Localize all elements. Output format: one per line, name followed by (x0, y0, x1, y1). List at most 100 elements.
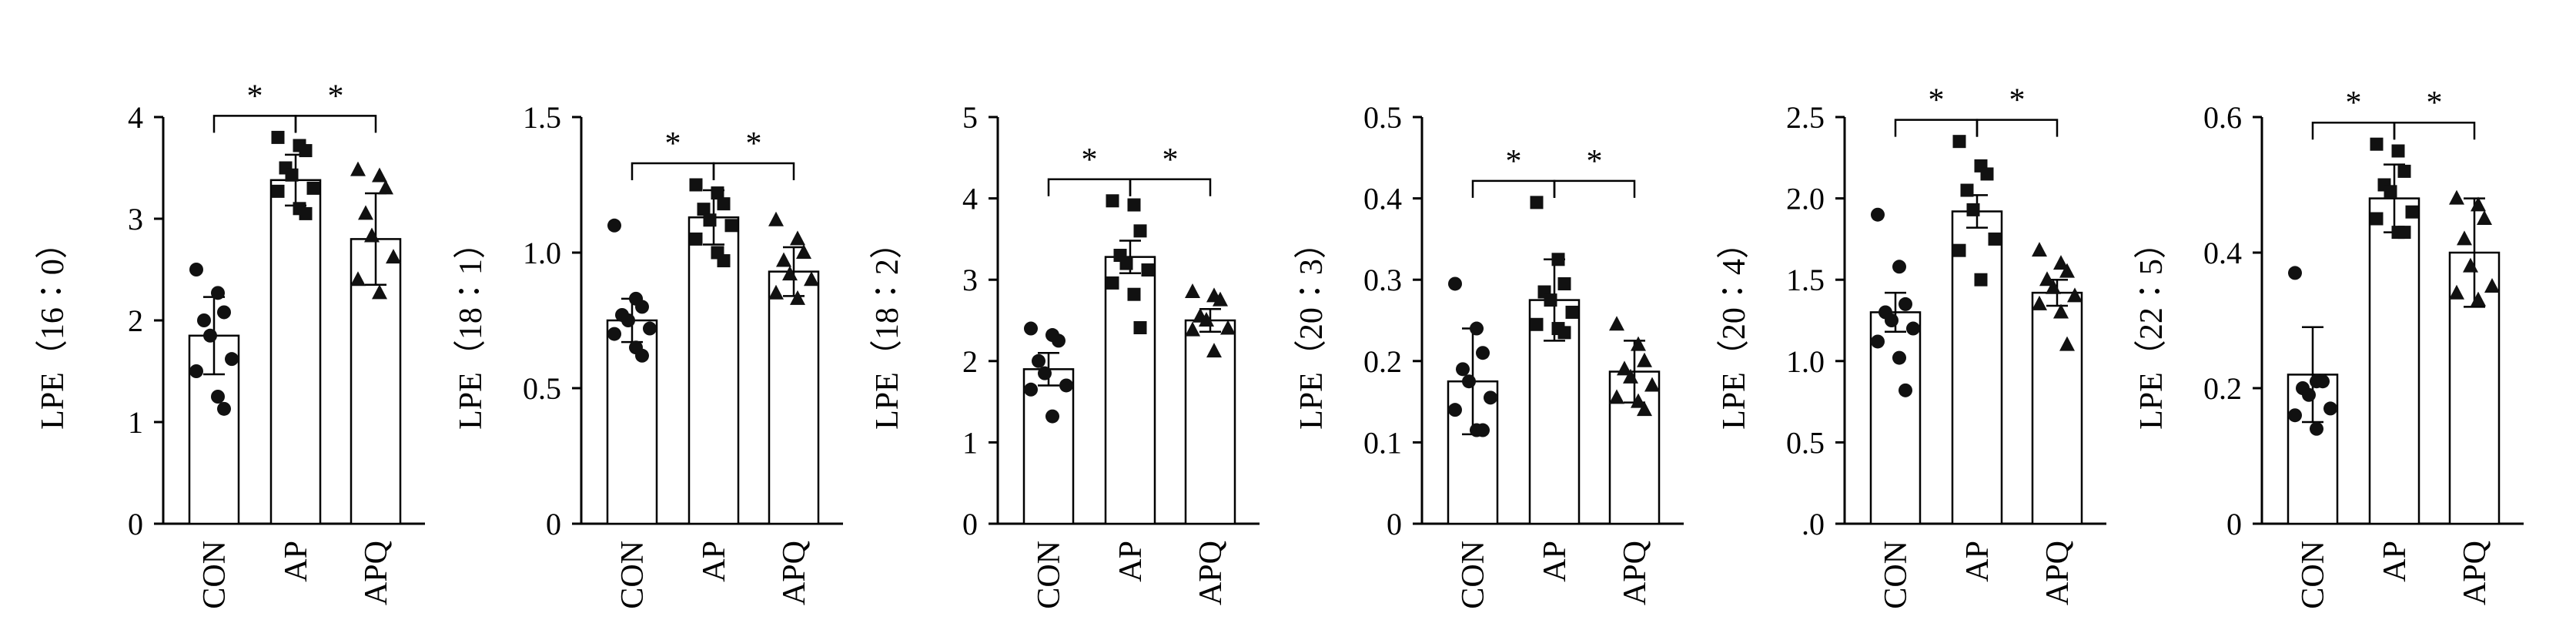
data-point (2370, 137, 2384, 151)
data-point (2477, 210, 2492, 225)
significance-bracket (2311, 121, 2396, 140)
data-point (2397, 226, 2411, 240)
data-point (1637, 401, 1652, 417)
y-tick-label: 1 (962, 425, 978, 460)
data-point (1185, 283, 1200, 299)
data-point (1484, 390, 1497, 405)
data-point (364, 227, 380, 243)
significance-star: * (2346, 85, 2362, 121)
data-point (1106, 194, 1119, 208)
data-point (1462, 374, 1476, 389)
x-category-label: AP (1537, 541, 1573, 582)
y-tick-label: 2 (128, 303, 143, 338)
x-category-label: CON (1032, 541, 1067, 609)
significance-star: * (746, 126, 762, 162)
y-axis-label: LPE（18∶1） (453, 226, 489, 430)
data-point (1470, 321, 1484, 336)
data-point (189, 364, 203, 378)
data-point (621, 313, 635, 327)
data-point (2323, 401, 2337, 416)
significance-star: * (247, 79, 263, 114)
bar-ap (1951, 210, 2003, 525)
data-point (2449, 189, 2464, 205)
data-point (306, 181, 320, 195)
significance-star: * (1587, 144, 1603, 179)
data-point (2288, 408, 2302, 423)
y-tick-label: 1.5 (523, 100, 561, 135)
data-point (1565, 305, 1579, 319)
data-point (804, 271, 819, 287)
data-point (1024, 321, 1038, 336)
y-tick-label: 0 (962, 507, 978, 541)
data-point (2310, 421, 2323, 436)
y-tick-label: 2.5 (1786, 100, 1825, 135)
data-point (1141, 263, 1155, 277)
data-point (2449, 284, 2464, 300)
data-point (211, 390, 225, 404)
data-point (2032, 242, 2047, 257)
data-point (607, 218, 621, 233)
y-tick-label: 1.5 (1786, 263, 1825, 297)
data-point (703, 213, 717, 227)
data-point (1213, 291, 1228, 307)
data-point (2288, 266, 2302, 280)
data-point (1557, 276, 1571, 290)
y-axis-label: LPE（20∶4） (1717, 226, 1752, 430)
bar-ap (269, 179, 322, 525)
data-point (1448, 276, 1462, 291)
data-point (211, 286, 225, 300)
data-point (1952, 243, 1966, 257)
data-point (1476, 346, 1490, 360)
data-point (1220, 320, 1236, 335)
data-point (782, 266, 798, 281)
y-tick-label: 3 (128, 202, 143, 236)
y-tick-label: 0.5 (1786, 425, 1825, 460)
data-point (271, 184, 285, 198)
y-tick-label: 3 (962, 263, 978, 297)
data-point (217, 305, 231, 320)
x-category-label: APQ (1193, 541, 1229, 605)
y-tick-label: 0.4 (2203, 236, 2242, 270)
data-point (768, 211, 784, 226)
y-axis-label: LPE（20∶3） (1294, 226, 1330, 430)
data-point (717, 254, 731, 268)
data-point (2067, 287, 2083, 303)
data-point (1885, 313, 1899, 327)
significance-star: * (1082, 142, 1098, 178)
chart-panel-4: 0 0.1 0.2 0.3 0.4 0.5 LPE（20∶3） CON AP APQ * * (1294, 100, 1684, 609)
data-point (2471, 291, 2486, 307)
data-point (2053, 255, 2069, 270)
x-category-label: CON (615, 541, 651, 609)
data-point (724, 219, 738, 233)
y-tick-label: 2 (962, 344, 978, 379)
data-point (2053, 303, 2069, 319)
data-point (2484, 278, 2500, 293)
data-point (2471, 196, 2486, 212)
data-point (1644, 377, 1660, 392)
x-category-label: APQ (2457, 541, 2493, 605)
data-point (372, 167, 387, 183)
data-point (2397, 164, 2411, 178)
chart-panel-2: 0 0.5 1.0 1.5 LPE（18∶1） CON AP APQ * * (453, 100, 843, 609)
significance-star: * (2427, 85, 2443, 121)
bar-apq (768, 270, 820, 525)
data-point (1631, 336, 1646, 351)
data-point (271, 130, 285, 144)
x-category-label: CON (197, 541, 233, 609)
data-point (607, 327, 621, 341)
data-point (697, 203, 711, 216)
data-point (2059, 336, 2075, 351)
data-point (1448, 403, 1462, 417)
data-point (1871, 207, 1885, 222)
y-tick-label: 5 (962, 100, 978, 135)
y-tick-label: 0 (546, 507, 561, 541)
data-point (2370, 212, 2384, 226)
data-point (2302, 387, 2316, 402)
data-point (796, 244, 811, 259)
data-point (1059, 378, 1073, 393)
significance-bracket (631, 162, 715, 180)
x-category-label: CON (2296, 541, 2331, 609)
x-category-label: APQ (1618, 541, 1653, 605)
data-point (378, 179, 393, 195)
